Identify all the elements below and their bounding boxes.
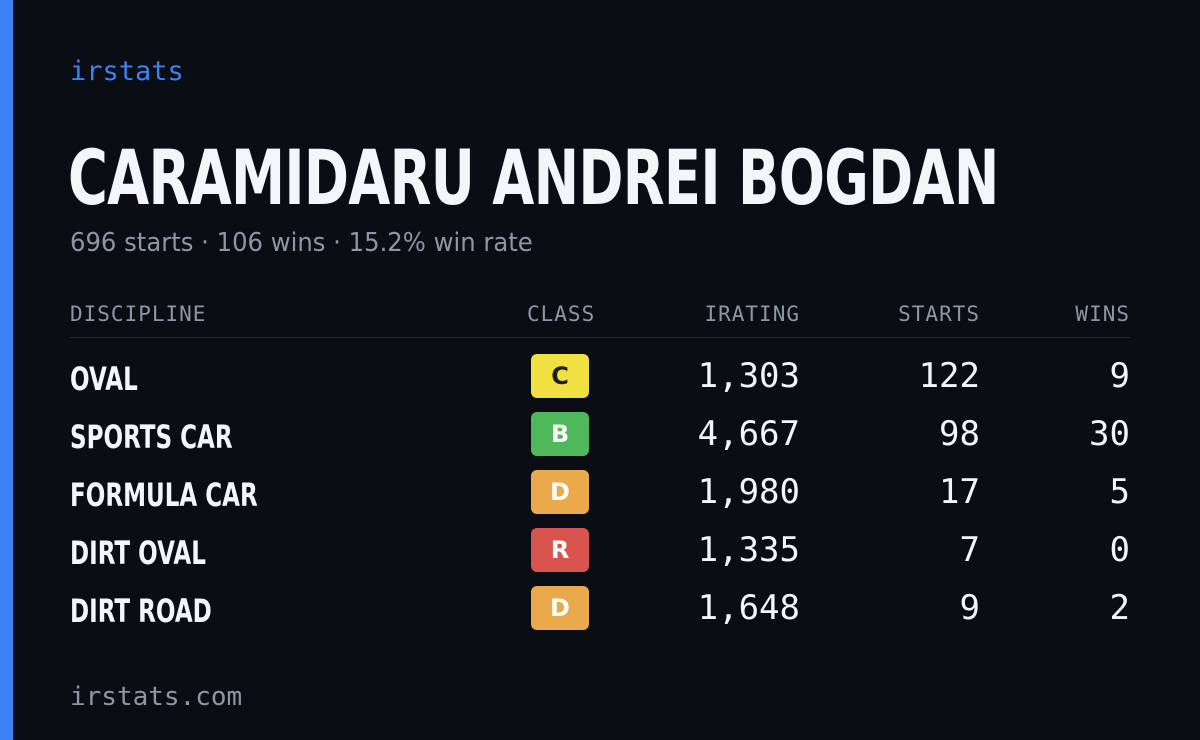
column-header-irating: IRATING: [704, 302, 800, 326]
discipline-label: DIRT ROAD: [70, 592, 212, 630]
starts-value: 122: [918, 356, 980, 396]
discipline-label: OVAL: [70, 360, 138, 398]
summary-separator: ·: [333, 228, 341, 258]
discipline-label: FORMULA CAR: [70, 476, 258, 514]
summary-starts: 696 starts: [70, 228, 194, 258]
starts-value: 7: [959, 530, 980, 570]
discipline-label: DIRT OVAL: [70, 534, 206, 572]
accent-bar: [0, 0, 13, 740]
license-class-badge: R: [531, 528, 589, 572]
license-class-badge: D: [531, 470, 589, 514]
summary-win-rate: 15.2% win rate: [348, 228, 533, 258]
table-row: OVAL C 1,303 122 9: [0, 354, 1200, 412]
summary-wins: 106 wins: [216, 228, 326, 258]
table-row: DIRT ROAD D 1,648 9 2: [0, 586, 1200, 644]
irating-value: 4,667: [697, 414, 800, 454]
wins-value: 0: [1109, 530, 1130, 570]
wins-value: 5: [1109, 472, 1130, 512]
starts-value: 17: [939, 472, 980, 512]
footer-site-url[interactable]: irstats.com: [70, 682, 243, 712]
wins-value: 2: [1109, 588, 1130, 628]
starts-value: 9: [959, 588, 980, 628]
irating-value: 1,648: [697, 588, 800, 628]
column-header-class: CLASS: [527, 302, 596, 326]
starts-value: 98: [939, 414, 980, 454]
license-class-badge: C: [531, 354, 589, 398]
license-class-badge: B: [531, 412, 589, 456]
header-divider: [70, 337, 1130, 338]
wins-value: 30: [1089, 414, 1130, 454]
table-row: FORMULA CAR D 1,980 17 5: [0, 470, 1200, 528]
driver-summary: 696 starts · 106 wins · 15.2% win rate: [70, 228, 533, 258]
irating-value: 1,335: [697, 530, 800, 570]
table-row: SPORTS CAR B 4,667 98 30: [0, 412, 1200, 470]
summary-separator: ·: [201, 228, 209, 258]
license-class-badge: D: [531, 586, 589, 630]
driver-name: CARAMIDARU ANDREI BOGDAN: [68, 133, 999, 222]
table-row: DIRT OVAL R 1,335 7 0: [0, 528, 1200, 586]
discipline-label: SPORTS CAR: [70, 418, 233, 456]
column-header-discipline: DISCIPLINE: [70, 302, 207, 326]
irating-value: 1,980: [697, 472, 800, 512]
brand-logo-text: irstats: [70, 56, 184, 87]
irating-value: 1,303: [697, 356, 800, 396]
column-header-wins: WINS: [1075, 302, 1130, 326]
wins-value: 9: [1109, 356, 1130, 396]
column-header-starts: STARTS: [898, 302, 980, 326]
